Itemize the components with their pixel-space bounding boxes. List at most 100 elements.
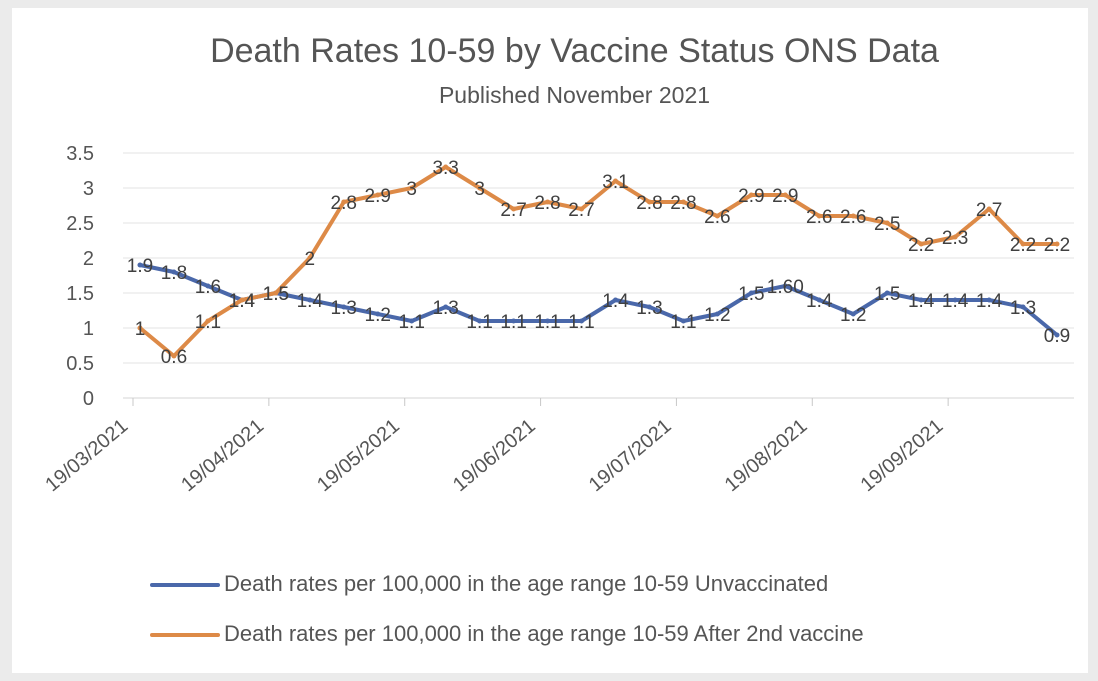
x-tick-label: 19/06/2021 — [449, 415, 540, 496]
series-line-vaccinated — [138, 165, 1059, 358]
data-label: 1.3 — [636, 298, 662, 319]
line-chart: 0 0.5 1 1.5 2 2.5 3 3.5 19/03/2021 19/04/2021 19/0… — [41, 143, 1074, 496]
data-label: 1.9 — [127, 256, 153, 277]
data-label: 1 — [135, 319, 146, 340]
data-label: 2.6 — [704, 207, 730, 228]
data-point — [307, 297, 313, 303]
data-label: 1.6 — [195, 277, 221, 298]
data-label: 1.3 — [1010, 298, 1036, 319]
data-label: 1.4 — [806, 291, 833, 312]
data-point — [443, 164, 449, 170]
data-point — [205, 318, 211, 324]
data-point — [816, 213, 822, 219]
data-point — [952, 234, 958, 240]
data-label: 0.6 — [161, 347, 187, 368]
chart-card: Death Rates 10-59 by Vaccine Status ONS … — [12, 8, 1088, 673]
legend-swatch-unvaccinated — [150, 583, 220, 587]
data-point — [782, 283, 788, 289]
series-line-unvaccinated — [138, 263, 1059, 337]
data-point — [612, 297, 618, 303]
data-label: 1.1 — [500, 312, 526, 333]
data-point — [714, 213, 720, 219]
x-tick-label: 19/03/2021 — [41, 415, 132, 496]
y-tick-label: 2.5 — [66, 213, 94, 235]
legend-label-unvaccinated: Death rates per 100,000 in the age range… — [224, 571, 829, 596]
data-label: 1.4 — [602, 291, 629, 312]
data-label: 2 — [305, 249, 316, 270]
data-point — [137, 325, 143, 331]
data-point — [1054, 332, 1060, 338]
data-point — [307, 255, 313, 261]
data-label: 1.3 — [432, 298, 458, 319]
y-tick-label: 2 — [83, 248, 94, 270]
data-point — [477, 318, 483, 324]
data-label: 2.8 — [331, 193, 357, 214]
y-tick-label: 1.5 — [66, 283, 94, 305]
data-point — [748, 192, 754, 198]
data-label: 1.4 — [297, 291, 324, 312]
data-label: 1.8 — [161, 263, 187, 284]
data-label: 1.4 — [908, 291, 935, 312]
data-point — [511, 206, 517, 212]
data-point — [646, 199, 652, 205]
data-point — [171, 269, 177, 275]
data-point — [273, 290, 279, 296]
x-tick-label: 19/09/2021 — [857, 415, 948, 496]
data-label: 1.4 — [976, 291, 1003, 312]
data-point — [205, 283, 211, 289]
y-tick-label: 3.5 — [66, 143, 94, 165]
data-label: 2.6 — [806, 207, 832, 228]
data-label: 1.2 — [704, 305, 730, 326]
data-label: 1.5 — [874, 284, 900, 305]
data-label: 1.1 — [398, 312, 424, 333]
data-point — [884, 290, 890, 296]
data-label: 1.1 — [466, 312, 492, 333]
data-label: 1.1 — [568, 312, 594, 333]
data-point — [1054, 241, 1060, 247]
data-point — [375, 311, 381, 317]
data-label: 1.2 — [840, 305, 866, 326]
data-label: 2.9 — [772, 186, 798, 207]
x-tick-label: 19/08/2021 — [721, 415, 812, 496]
y-tick-label: 0 — [83, 388, 94, 410]
data-label: 1.5 — [263, 284, 289, 305]
data-label: 2.2 — [1010, 235, 1036, 256]
data-label: 2.8 — [670, 193, 696, 214]
data-label: 2.5 — [874, 214, 900, 235]
data-label: 1.60 — [767, 277, 804, 298]
data-label: 1.4 — [942, 291, 969, 312]
data-label: 1.4 — [229, 291, 256, 312]
data-label: 1.5 — [263, 284, 289, 305]
y-tick-label: 0.5 — [66, 353, 94, 375]
x-tick-label: 19/07/2021 — [585, 415, 676, 496]
x-tick-label: 19/04/2021 — [177, 415, 268, 496]
data-point — [545, 318, 551, 324]
data-label: 2.8 — [534, 193, 560, 214]
x-tick-label: 19/05/2021 — [313, 415, 404, 496]
data-label: 2.7 — [568, 200, 594, 221]
data-point — [341, 304, 347, 310]
data-label: 1.2 — [365, 305, 391, 326]
data-label: 3 — [474, 179, 485, 200]
data-point — [918, 297, 924, 303]
data-point — [748, 290, 754, 296]
data-label: 2.7 — [976, 200, 1002, 221]
data-point — [680, 199, 686, 205]
data-label: 1.5 — [738, 284, 764, 305]
data-point — [782, 192, 788, 198]
data-point — [375, 192, 381, 198]
data-label: 1.1 — [670, 312, 696, 333]
data-point — [680, 318, 686, 324]
data-label: 2.9 — [738, 186, 764, 207]
data-point — [239, 297, 245, 303]
data-label: 2.7 — [500, 200, 526, 221]
data-point — [714, 311, 720, 317]
data-point — [850, 311, 856, 317]
legend-label-vaccinated: Death rates per 100,000 in the age range… — [224, 621, 864, 646]
data-point — [612, 178, 618, 184]
data-label: 3.3 — [432, 158, 458, 179]
data-point — [137, 262, 143, 268]
data-label: 2.6 — [840, 207, 866, 228]
data-point — [545, 199, 551, 205]
data-point — [646, 304, 652, 310]
